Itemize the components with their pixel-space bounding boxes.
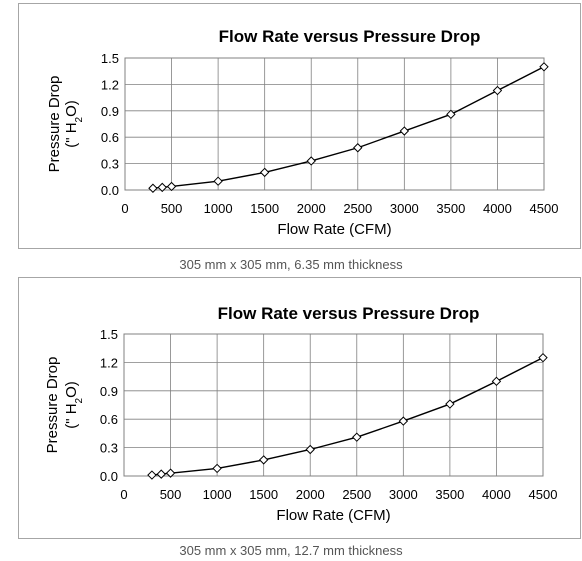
chart-2-data-point bbox=[212, 463, 222, 474]
chart-2-x-tick-label: 1000 bbox=[203, 487, 232, 502]
chart-2-data-point bbox=[305, 444, 315, 455]
chart-1-data-point bbox=[306, 156, 316, 166]
chart-1-y-axis-label: Pressure Drop bbox=[46, 76, 63, 173]
chart-2-x-tick-label: 2000 bbox=[296, 487, 325, 502]
chart-1-x-tick-label: 2000 bbox=[297, 201, 326, 216]
chart-1-svg: Flow Rate versus Pressure Drop 0.0 0.3 0.6 0… bbox=[46, 27, 559, 238]
chart-2-caption: 305 mm x 305 mm, 12.7 mm thickness bbox=[179, 543, 403, 558]
chart-1-caption: 305 mm x 305 mm, 6.35 mm thickness bbox=[179, 257, 403, 272]
chart-1-x-tick-label: 3000 bbox=[390, 201, 419, 216]
chart-2-x-tick-label: 3500 bbox=[435, 487, 464, 502]
chart-1-data-point bbox=[539, 62, 549, 72]
chart-1-x-tick-label: 3500 bbox=[436, 201, 465, 216]
chart-1-data-point bbox=[353, 143, 363, 153]
chart-2-x-tick-label: 500 bbox=[160, 487, 182, 502]
chart-2-y-axis-unit-end: O) bbox=[63, 381, 80, 398]
chart-1-data-point bbox=[446, 109, 456, 120]
chart-2-data-point bbox=[165, 468, 176, 478]
chart-2-y-tick-label: 0.0 bbox=[100, 469, 118, 484]
chart-2-x-tick-label: 4000 bbox=[482, 487, 511, 502]
chart-1-data-point bbox=[259, 167, 270, 178]
chart-2-y-axis-unit-part: (" H bbox=[63, 403, 80, 428]
chart-1-y-axis-unit-sub: 2 bbox=[74, 116, 85, 122]
chart-2-x-tick-label: 0 bbox=[120, 487, 127, 502]
chart-2-y-axis-label: Pressure Drop bbox=[44, 357, 61, 454]
chart-2-x-tick-label: 4500 bbox=[529, 487, 558, 502]
chart-2-y-axis-unit: (" H2O) bbox=[63, 381, 85, 429]
chart-2-y-tick-label: 0.3 bbox=[100, 441, 118, 456]
chart-1-x-tick-label: 1000 bbox=[204, 201, 233, 216]
chart-2-data-point bbox=[258, 455, 269, 465]
chart-2-y-tick-label: 1.2 bbox=[100, 355, 118, 370]
chart-2-y-tick-label: 1.5 bbox=[100, 327, 118, 342]
chart-2-data-point bbox=[538, 352, 548, 363]
chart-1-x-tick-label: 4500 bbox=[530, 201, 559, 216]
chart-2-x-axis-label: Flow Rate (CFM) bbox=[276, 507, 390, 524]
chart-1-data-point bbox=[492, 85, 503, 96]
chart-1-data-point bbox=[399, 126, 410, 136]
chart-1-x-tick-label: 1500 bbox=[250, 201, 279, 216]
chart-panel-2: Flow Rate versus Pressure Drop 0.0 0.3 0.6 0… bbox=[18, 277, 581, 539]
chart-2-data-point bbox=[398, 416, 409, 426]
chart-1-series-line bbox=[152, 66, 545, 189]
chart-1-y-axis-unit-part: (" H bbox=[63, 122, 80, 147]
chart-1-x-tick-label: 500 bbox=[161, 201, 183, 216]
chart-2-x-tick-label: 1500 bbox=[249, 487, 278, 502]
chart-1-x-axis-label: Flow Rate (CFM) bbox=[277, 221, 391, 238]
chart-1-x-tick-label: 4000 bbox=[483, 201, 512, 216]
chart-2-y-tick-label: 0.6 bbox=[100, 412, 118, 427]
chart-2-x-tick-label: 3000 bbox=[389, 487, 418, 502]
chart-1-y-tick-label: 0.9 bbox=[101, 104, 119, 119]
chart-2-data-point bbox=[491, 376, 502, 387]
chart-1-data-point bbox=[157, 182, 167, 193]
chart-2-y-axis-unit-sub: 2 bbox=[74, 397, 85, 403]
chart-1-x-tick-label: 2500 bbox=[343, 201, 372, 216]
chart-1-data-point bbox=[213, 176, 223, 186]
chart-2-svg: Flow Rate versus Pressure Drop 0.0 0.3 0.6 0… bbox=[44, 304, 558, 524]
chart-1-y-axis-unit: (" H2O) bbox=[63, 100, 85, 148]
chart-2-data-point bbox=[147, 470, 157, 480]
chart-1-y-tick-label: 1.5 bbox=[101, 51, 119, 66]
chart-panel-1: Flow Rate versus Pressure Drop 0.0 0.3 0.6 0… bbox=[18, 3, 581, 249]
chart-2-series-line bbox=[151, 357, 544, 476]
chart-2-data-point bbox=[352, 432, 362, 442]
chart-1-plot-frame bbox=[124, 57, 545, 191]
chart-1-y-tick-label: 1.2 bbox=[101, 77, 119, 92]
chart-1-title: Flow Rate versus Pressure Drop bbox=[219, 27, 481, 46]
chart-1-data-point bbox=[166, 181, 177, 192]
chart-2-title: Flow Rate versus Pressure Drop bbox=[218, 304, 480, 323]
chart-1-data-point bbox=[148, 183, 158, 193]
chart-2-data-point bbox=[156, 469, 166, 479]
chart-2-data-point bbox=[445, 399, 455, 409]
chart-1-y-tick-label: 0.0 bbox=[101, 183, 119, 198]
chart-2-y-tick-label: 0.9 bbox=[100, 384, 118, 399]
chart-1-y-axis-unit-end: O) bbox=[63, 100, 80, 117]
chart-1-y-tick-label: 0.3 bbox=[101, 157, 119, 172]
chart-1-x-tick-label: 0 bbox=[121, 201, 128, 216]
chart-2-plot-frame bbox=[123, 333, 544, 477]
chart-2-x-tick-label: 2500 bbox=[342, 487, 371, 502]
chart-1-y-tick-label: 0.6 bbox=[101, 130, 119, 145]
